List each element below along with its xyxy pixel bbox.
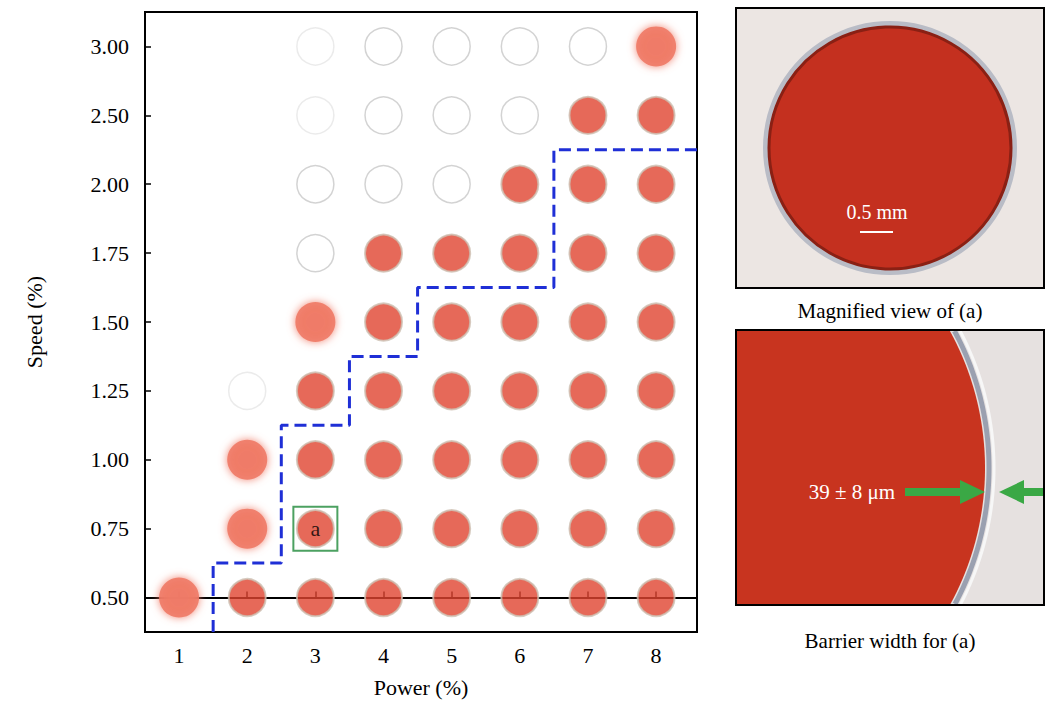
svg-text:6: 6	[514, 643, 525, 668]
svg-text:0.5 mm: 0.5 mm	[846, 201, 908, 223]
svg-text:2: 2	[242, 643, 253, 668]
svg-text:0.50: 0.50	[91, 585, 130, 610]
svg-text:4: 4	[378, 643, 389, 668]
svg-text:Power (%): Power (%)	[374, 675, 469, 700]
svg-text:1: 1	[174, 643, 185, 668]
svg-text:8: 8	[651, 643, 662, 668]
svg-text:1.00: 1.00	[91, 447, 130, 472]
svg-text:1.50: 1.50	[91, 310, 130, 335]
svg-text:1.25: 1.25	[91, 378, 130, 403]
svg-text:2.50: 2.50	[91, 103, 130, 128]
svg-text:3: 3	[310, 643, 321, 668]
svg-text:0.75: 0.75	[91, 516, 130, 541]
svg-text:a: a	[310, 516, 320, 541]
svg-text:2.00: 2.00	[91, 172, 130, 197]
svg-text:7: 7	[582, 643, 593, 668]
svg-text:39 ± 8 μm: 39 ± 8 μm	[809, 480, 895, 504]
svg-text:Magnified view of (a): Magnified view of (a)	[798, 299, 983, 323]
svg-text:Speed (%): Speed (%)	[22, 276, 47, 368]
svg-text:5: 5	[446, 643, 457, 668]
svg-text:3.00: 3.00	[91, 34, 130, 59]
svg-text:1.75: 1.75	[91, 241, 130, 266]
svg-text:Barrier width for (a): Barrier width for (a)	[805, 629, 976, 653]
